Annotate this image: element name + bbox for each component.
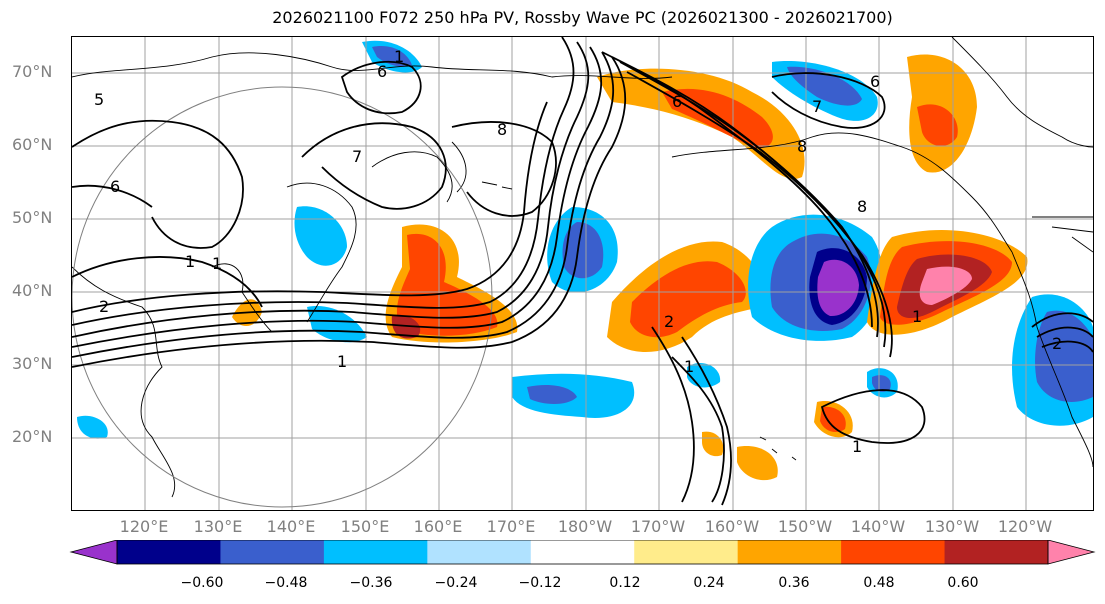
colorbar-segment	[220, 540, 325, 564]
colorbar-segment	[427, 540, 532, 564]
contour-label: 6	[377, 62, 387, 81]
lon-label: 130°E	[193, 517, 243, 536]
colorbar-segment	[737, 540, 842, 564]
contour-label: 8	[797, 137, 807, 156]
colorbar-tick: 0.48	[863, 575, 895, 591]
lon-label: 120°W	[997, 517, 1053, 536]
map-gridlines	[72, 37, 1093, 510]
colorbar-left-arrow	[69, 540, 118, 565]
colorbar-outline	[116, 540, 1049, 565]
lon-label: 150°W	[777, 517, 833, 536]
map-panel: 1 6 8 5 6 1 7 6 7 8 2 1 2 1 2 1 8 6 1 1	[71, 36, 1094, 511]
colorbar-tick: 0.36	[778, 575, 810, 591]
colorbar-segment	[944, 540, 1049, 564]
contour-label: 1	[394, 47, 404, 66]
lon-label: 140°W	[850, 517, 906, 536]
colorbar-segment	[841, 540, 946, 564]
contour-label: 1	[912, 307, 922, 326]
contour-label: 1	[212, 254, 222, 273]
contour-label: 2	[1052, 334, 1062, 353]
contour-label: 1	[337, 352, 347, 371]
lon-label: 150°E	[340, 517, 390, 536]
lat-label: 70°N	[12, 62, 53, 81]
colorbar-tick: 0.24	[693, 575, 725, 591]
map-title: 2026021100 F072 250 hPa PV, Rossby Wave …	[272, 8, 893, 27]
contour-label: 6	[110, 177, 120, 196]
contour-label: 8	[857, 197, 867, 216]
lon-label: 160°W	[704, 517, 760, 536]
contour-label: 2	[664, 312, 674, 331]
colorbar-segment	[530, 540, 635, 564]
contour-label: 6	[870, 72, 880, 91]
contour-label: 5	[94, 90, 104, 109]
lon-label: 120°E	[119, 517, 169, 536]
lon-label: 170°W	[630, 517, 686, 536]
contour-label: 7	[352, 147, 362, 166]
contour-label: 2	[99, 297, 109, 316]
lon-label: 140°E	[266, 517, 316, 536]
colorbar-tick: −0.60	[180, 575, 224, 591]
map-svg: 1 6 8 5 6 1 7 6 7 8 2 1 2 1 2 1 8 6 1 1	[72, 37, 1093, 510]
colorbar	[69, 540, 1096, 565]
pv-contours	[72, 37, 1093, 506]
pv-anomaly-shading	[77, 40, 1093, 481]
colorbar-tick: −0.36	[349, 575, 393, 591]
radius-circle	[72, 86, 493, 508]
colorbar-segment	[117, 540, 221, 564]
lon-label: 170°E	[486, 517, 536, 536]
lat-label: 40°N	[12, 281, 53, 300]
colorbar-tick: −0.48	[264, 575, 308, 591]
colorbar-segment	[634, 540, 739, 564]
contour-label: 1	[185, 252, 195, 271]
lat-label: 50°N	[12, 208, 53, 227]
colorbar-segments	[117, 540, 1049, 564]
lon-label: 180°W	[557, 517, 613, 536]
lon-label: 160°E	[413, 517, 463, 536]
contour-label: 6	[672, 92, 682, 111]
contour-label: 8	[497, 120, 507, 139]
contour-label: 1	[684, 357, 694, 376]
colorbar-tick: −0.12	[518, 575, 562, 591]
colorbar-tick: −0.24	[434, 575, 478, 591]
contour-labels: 1 6 8 5 6 1 7 6 7 8 2 1 2 1 2 1 8 6 1 1	[94, 47, 1062, 456]
lat-label: 30°N	[12, 354, 53, 373]
colorbar-segment	[323, 540, 428, 564]
lon-label: 130°W	[924, 517, 980, 536]
contour-label: 7	[812, 97, 822, 116]
colorbar-tick: 0.60	[947, 575, 979, 591]
lat-label: 60°N	[12, 135, 53, 154]
colorbar-tick: 0.12	[609, 575, 641, 591]
colorbar-right-arrow	[1047, 540, 1096, 565]
lat-label: 20°N	[12, 427, 53, 446]
contour-label: 1	[852, 437, 862, 456]
